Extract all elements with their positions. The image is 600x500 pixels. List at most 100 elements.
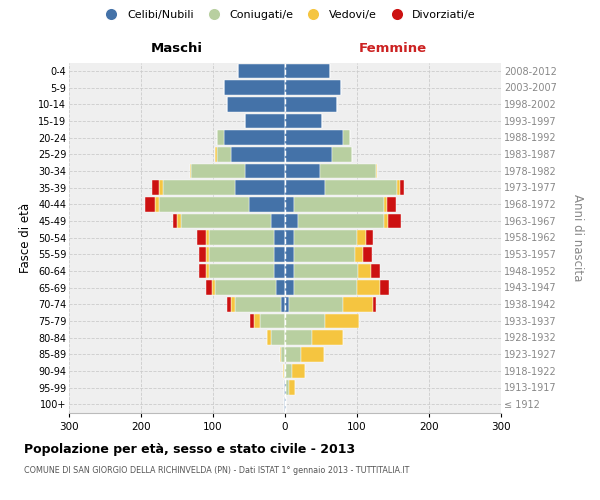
Bar	[284, 397, 285, 411]
Bar	[286, 380, 289, 395]
Bar	[285, 364, 292, 378]
Bar	[206, 264, 209, 278]
Bar	[325, 314, 359, 328]
Bar	[293, 280, 357, 295]
Bar	[285, 347, 301, 362]
Bar	[206, 230, 209, 245]
Legend: Celibi/Nubili, Coniugati/e, Vedovi/e, Divorziati/e: Celibi/Nubili, Coniugati/e, Vedovi/e, Di…	[96, 6, 480, 25]
Bar	[285, 264, 293, 278]
Bar	[285, 80, 341, 95]
Y-axis label: Fasce di età: Fasce di età	[19, 202, 32, 272]
Bar	[163, 180, 235, 195]
Bar	[285, 280, 293, 295]
Bar	[199, 247, 206, 262]
Bar	[173, 214, 177, 228]
Text: COMUNE DI SAN GIORGIO DELLA RICHINVELDA (PN) - Dati ISTAT 1° gennaio 2013 - TUTT: COMUNE DI SAN GIORGIO DELLA RICHINVELDA …	[24, 466, 409, 475]
Bar	[271, 330, 285, 345]
Bar	[383, 197, 387, 212]
Bar	[285, 180, 325, 195]
Bar	[285, 114, 322, 128]
Bar	[191, 164, 245, 178]
Bar	[215, 280, 277, 295]
Bar	[224, 130, 285, 145]
Bar	[332, 147, 352, 162]
Bar	[199, 264, 206, 278]
Bar	[235, 297, 281, 312]
Bar	[209, 264, 274, 278]
Bar	[159, 180, 163, 195]
Bar	[283, 364, 284, 378]
Bar	[293, 264, 358, 278]
Bar	[285, 130, 343, 145]
Bar	[298, 214, 385, 228]
Bar	[285, 147, 332, 162]
Bar	[235, 180, 285, 195]
Bar	[217, 147, 231, 162]
Bar	[274, 230, 285, 245]
Bar	[285, 314, 325, 328]
Bar	[285, 297, 289, 312]
Bar	[245, 114, 285, 128]
Bar	[285, 330, 313, 345]
Text: Maschi: Maschi	[151, 42, 203, 55]
Bar	[217, 130, 224, 145]
Bar	[285, 247, 293, 262]
Bar	[281, 347, 285, 362]
Bar	[277, 280, 285, 295]
Bar	[281, 297, 285, 312]
Bar	[280, 347, 281, 362]
Bar	[155, 197, 159, 212]
Bar	[364, 247, 372, 262]
Bar	[343, 130, 350, 145]
Bar	[355, 247, 364, 262]
Bar	[320, 164, 376, 178]
Bar	[254, 314, 260, 328]
Bar	[285, 397, 286, 411]
Bar	[152, 180, 159, 195]
Bar	[285, 97, 337, 112]
Bar	[245, 164, 285, 178]
Bar	[260, 314, 285, 328]
Bar	[371, 264, 380, 278]
Bar	[285, 230, 293, 245]
Bar	[267, 330, 271, 345]
Bar	[159, 197, 249, 212]
Bar	[250, 314, 254, 328]
Bar	[285, 164, 320, 178]
Bar	[376, 164, 377, 178]
Bar	[289, 380, 295, 395]
Bar	[145, 197, 155, 212]
Bar	[365, 230, 373, 245]
Text: Femmine: Femmine	[359, 42, 427, 55]
Bar	[227, 97, 285, 112]
Bar	[387, 197, 396, 212]
Bar	[285, 214, 298, 228]
Bar	[293, 230, 357, 245]
Bar	[343, 297, 373, 312]
Bar	[293, 197, 383, 212]
Bar	[209, 230, 274, 245]
Bar	[325, 180, 397, 195]
Bar	[206, 280, 212, 295]
Bar	[400, 180, 404, 195]
Bar	[206, 247, 209, 262]
Bar	[212, 280, 215, 295]
Bar	[385, 214, 388, 228]
Bar	[292, 364, 305, 378]
Bar	[397, 180, 400, 195]
Bar	[357, 280, 380, 295]
Text: Popolazione per età, sesso e stato civile - 2013: Popolazione per età, sesso e stato civil…	[24, 442, 355, 456]
Bar	[358, 264, 371, 278]
Bar	[285, 380, 286, 395]
Bar	[285, 197, 293, 212]
Bar	[388, 214, 401, 228]
Bar	[215, 147, 217, 162]
Bar	[227, 297, 231, 312]
Bar	[238, 64, 285, 78]
Bar	[231, 297, 235, 312]
Bar	[274, 247, 285, 262]
Bar	[209, 247, 274, 262]
Bar	[274, 264, 285, 278]
Y-axis label: Anni di nascita: Anni di nascita	[571, 194, 584, 281]
Bar	[249, 197, 285, 212]
